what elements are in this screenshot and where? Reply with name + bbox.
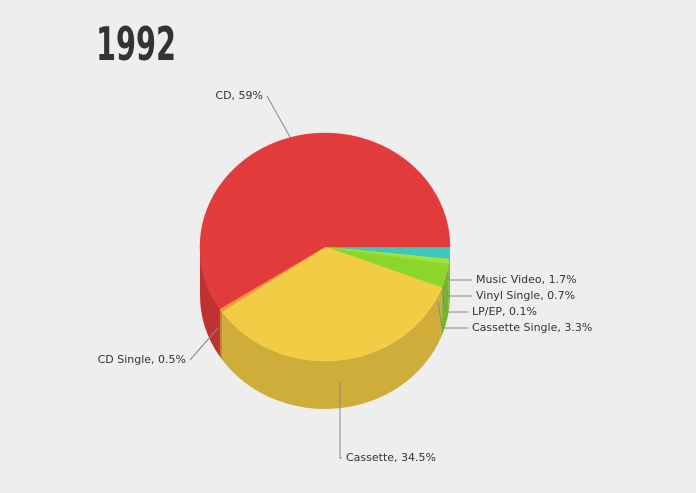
slice: [199, 132, 451, 310]
slice: [221, 246, 443, 362]
slice-side: [200, 247, 220, 357]
chart-title: 1992: [96, 17, 176, 71]
data-label: Cassette, 34.5%: [346, 451, 436, 464]
leader-line: [189, 327, 219, 361]
leader-line: [443, 285, 472, 297]
slice-side: [222, 287, 442, 409]
data-label: Cassette Single, 3.3%: [472, 321, 592, 334]
slice-side: [449, 247, 450, 308]
slice-side: [219, 308, 223, 360]
data-label: LP/EP, 0.1%: [472, 305, 537, 318]
data-label: CD, 59%: [215, 89, 263, 102]
data-label: Music Video, 1.7%: [476, 273, 577, 286]
leader-line: [266, 95, 291, 138]
data-label: Vinyl Single, 0.7%: [476, 289, 575, 302]
leader-line: [445, 275, 472, 281]
leader-line: [441, 291, 468, 313]
leader-line: [339, 382, 342, 459]
slice-side: [448, 259, 450, 313]
slice-side: [441, 264, 449, 336]
data-label: CD Single, 0.5%: [98, 353, 186, 366]
leader-line: [437, 301, 468, 329]
